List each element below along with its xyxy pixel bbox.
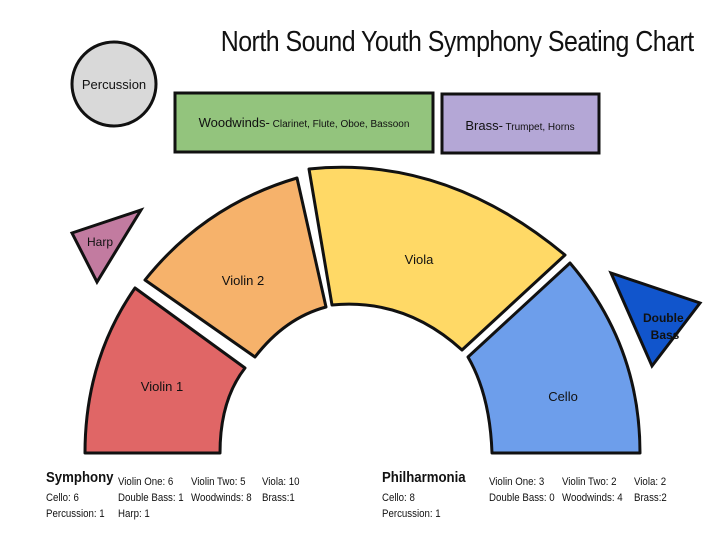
philharmonia-cello: Cello: 8: [382, 492, 415, 504]
philharmonia-viola: Viola: 2: [634, 476, 667, 488]
woodwinds-detail: Clarinet, Flute, Oboe, Bassoon: [270, 119, 410, 130]
double-bass-label-line1: Double: [643, 311, 684, 325]
symphony-cello: Cello: 6: [46, 492, 79, 504]
philharmonia-violin-two: Violin Two: 2: [562, 476, 617, 488]
percussion-label: Percussion: [82, 77, 146, 92]
double-bass-label: Double Bass: [643, 311, 687, 342]
symphony-woodwinds: Woodwinds: 8: [191, 492, 252, 504]
chart-title: North Sound Youth Symphony Seating Chart: [220, 26, 694, 58]
cello-label: Cello: [548, 389, 578, 404]
philharmonia-violin-one: Violin One: 3: [489, 476, 545, 488]
philharmonia-woodwinds: Woodwinds: 4: [562, 492, 623, 504]
symphony-roster: Symphony Violin One: 6 Violin Two: 5 Vio…: [46, 470, 366, 530]
harp-triangle: [69, 207, 145, 286]
philharmonia-roster: Philharmonia Violin One: 3 Violin Two: 2…: [382, 470, 702, 530]
violin-2-section: [143, 176, 328, 359]
double-bass-label-line2: Bass: [651, 328, 680, 342]
woodwinds-name: Woodwinds-: [199, 115, 270, 130]
percussion-circle: [70, 40, 158, 128]
double-bass-triangle: [608, 270, 703, 369]
symphony-brass: Brass:1: [262, 492, 295, 504]
violin-1-label: Violin 1: [141, 379, 183, 394]
philharmonia-name: Philharmonia: [382, 469, 466, 486]
viola-section: [307, 165, 567, 352]
brass-name: Brass-: [465, 118, 503, 133]
violin-1-section: [83, 286, 247, 455]
symphony-violin-one: Violin One: 6: [118, 476, 174, 488]
symphony-violin-two: Violin Two: 5: [191, 476, 246, 488]
woodwinds-box: [173, 91, 435, 154]
violin-2-label: Violin 2: [222, 273, 264, 288]
philharmonia-percussion: Percussion: 1: [382, 508, 441, 520]
philharmonia-brass: Brass:2: [634, 492, 667, 504]
symphony-double-bass: Double Bass: 1: [118, 492, 184, 504]
brass-detail: Trumpet, Horns: [503, 122, 575, 133]
symphony-viola: Viola: 10: [262, 476, 300, 488]
brass-label: Brass- Trumpet, Horns: [465, 118, 574, 133]
symphony-percussion: Percussion: 1: [46, 508, 105, 520]
harp-label: Harp: [87, 235, 113, 249]
woodwinds-label: Woodwinds- Clarinet, Flute, Oboe, Bassoo…: [199, 115, 410, 130]
symphony-name: Symphony: [46, 469, 114, 486]
symphony-harp: Harp: 1: [118, 508, 150, 520]
cello-section: [466, 261, 642, 455]
brass-box: [440, 92, 601, 155]
viola-label: Viola: [405, 252, 434, 267]
philharmonia-double-bass: Double Bass: 0: [489, 492, 555, 504]
